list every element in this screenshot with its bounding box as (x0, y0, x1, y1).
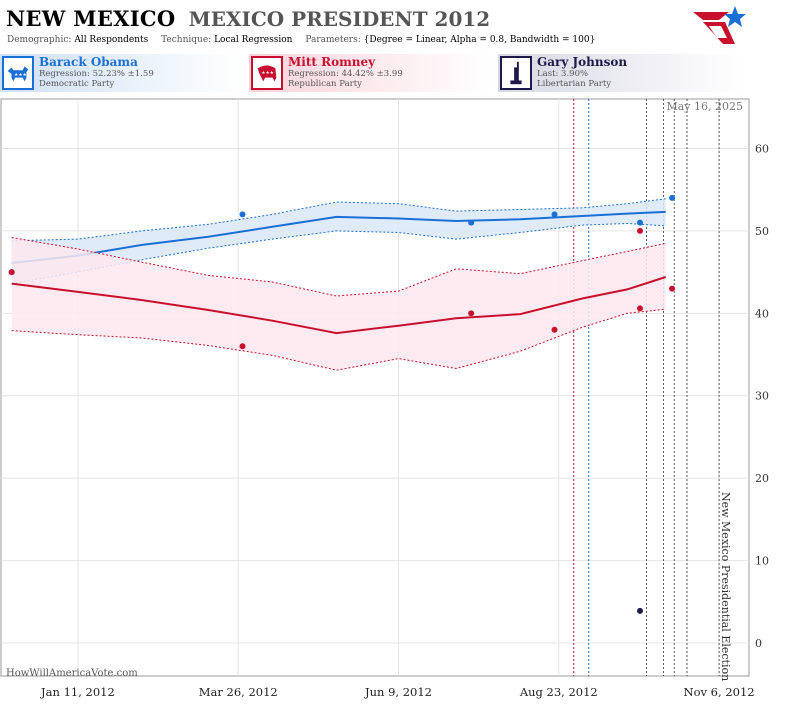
x-tick-label: Aug 23, 2012 (519, 685, 598, 699)
mitt-romney-poll-point (468, 310, 475, 317)
candidate-card-romney[interactable]: ★★★ Mitt Romney Regression: 44.42% ±3.99… (249, 54, 494, 92)
plot-frame (0, 98, 750, 677)
parameters-line: Demographic: All Respondents Technique: … (7, 35, 605, 45)
gary-johnson-poll-point (637, 607, 644, 614)
technique-value: Local Regression (214, 35, 293, 45)
mitt-romney-poll-point (239, 343, 246, 350)
mitt-romney-regression-line (11, 276, 667, 335)
elephant-icon: ★★★ (251, 56, 283, 90)
candidate-name: Gary Johnson (537, 55, 628, 69)
y-tick-label: 0 (755, 637, 762, 650)
x-tick-label: Jan 11, 2012 (40, 685, 115, 699)
mitt-romney-poll-point (637, 227, 644, 234)
svg-text:★★★: ★★★ (261, 70, 274, 76)
svg-text:★★★: ★★★ (14, 72, 27, 78)
date-annotation: May 16, 2025 (666, 100, 743, 113)
candidate-regression: Regression: 44.42% ±3.99 (288, 69, 403, 79)
candidate-bar: ★★★ Barack Obama Regression: 52.23% ±1.5… (0, 54, 789, 94)
mitt-romney-poll-point (637, 305, 644, 312)
candidate-regression: Regression: 52.23% ±1.59 (39, 69, 154, 79)
x-tick-label: Nov 6, 2012 (684, 685, 755, 699)
candidate-card-obama[interactable]: ★★★ Barack Obama Regression: 52.23% ±1.5… (0, 54, 245, 92)
barack-obama-poll-point (669, 194, 676, 201)
site-logo-icon (693, 6, 746, 44)
y-tick-label: 20 (755, 472, 769, 485)
poll-chart: 0 10 20 30 40 50 60 Jan 11, 2012 Mar 26, 2012 Jun… (0, 98, 769, 699)
barack-obama-regression-line (11, 210, 666, 264)
barack-obama-upper-bound (11, 198, 666, 242)
x-tick-label: Mar 26, 2012 (199, 685, 278, 699)
candidate-party: Democratic Party (39, 79, 115, 89)
barack-obama-poll-point (637, 219, 644, 226)
x-tick-label: Jun 9, 2012 (364, 685, 432, 699)
candidate-name: Mitt Romney (288, 55, 376, 69)
mitt-romney-poll-point (551, 326, 558, 333)
candidate-party: Republican Party (288, 79, 362, 89)
parameters-label: Parameters: (305, 35, 361, 45)
barack-obama-poll-point (239, 211, 246, 218)
y-tick-label: 40 (755, 307, 769, 320)
y-tick-label: 60 (755, 142, 769, 155)
candidate-name: Barack Obama (39, 55, 138, 69)
technique-label: Technique: (161, 35, 212, 45)
barack-obama-poll-point (468, 219, 475, 226)
mitt-romney-poll-point (669, 285, 676, 292)
demographic-label: Demographic: (7, 35, 72, 45)
page-title: NEW MEXICO MEXICO PRESIDENT 2012 (6, 6, 490, 31)
state-title: NEW MEXICO (6, 6, 176, 31)
parameters-value: {Degree = Linear, Alpha = 0.8, Bandwidth… (363, 35, 596, 45)
barack-obama-poll-point (551, 211, 558, 218)
mitt-romney-upper-bound (11, 237, 666, 297)
race-title: MEXICO PRESIDENT 2012 (188, 7, 491, 31)
candidate-party: Libertarian Party (537, 79, 612, 89)
y-tick-label: 30 (755, 390, 769, 403)
liberty-statue-icon (500, 56, 532, 90)
mitt-romney-poll-point (8, 269, 15, 276)
candidate-card-johnson[interactable]: Gary Johnson Last: 3.90% Libertarian Par… (498, 54, 743, 92)
election-label: New Mexico Presidential Election (719, 492, 732, 681)
site-credit: HowWillAmericaVote.com (6, 668, 138, 679)
mitt-romney-confidence-band (11, 237, 666, 371)
y-tick-label: 10 (755, 555, 769, 568)
candidate-last: Last: 3.90% (537, 69, 589, 79)
demographic-value: All Respondents (74, 35, 149, 45)
donkey-icon: ★★★ (2, 56, 34, 90)
y-tick-label: 50 (755, 225, 769, 238)
